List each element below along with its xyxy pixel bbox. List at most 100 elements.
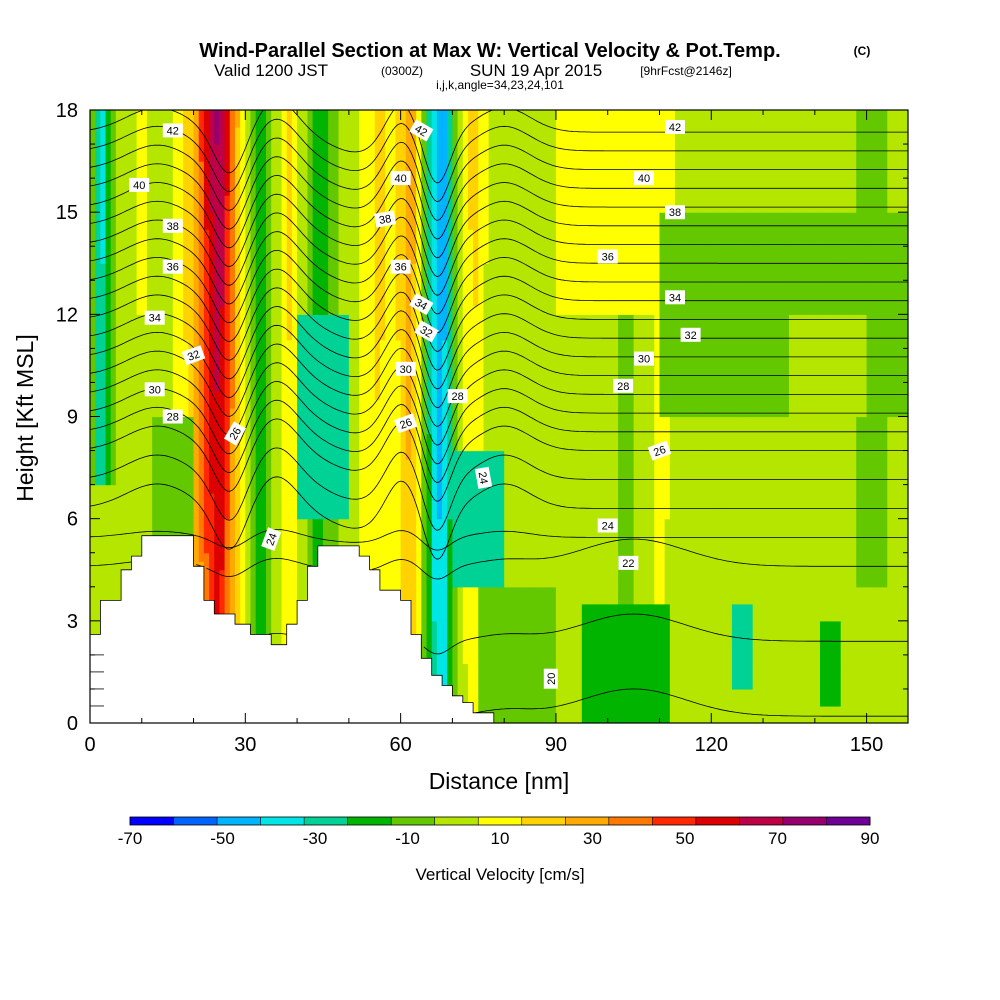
velocity-cell	[276, 331, 283, 341]
velocity-cell	[178, 169, 184, 179]
velocity-cell	[255, 390, 262, 401]
velocity-cell	[95, 493, 101, 503]
velocity-cell	[229, 118, 236, 128]
velocity-cell	[307, 416, 314, 426]
velocity-cell	[333, 271, 340, 281]
velocity-cell	[364, 195, 371, 205]
velocity-cell	[359, 382, 365, 392]
velocity-cell	[307, 382, 314, 392]
velocity-cell	[90, 595, 96, 605]
velocity-cell	[255, 127, 262, 137]
velocity-cell	[421, 110, 428, 120]
velocity-cell	[167, 433, 174, 443]
velocity-cell	[162, 450, 169, 460]
velocity-cell	[281, 637, 288, 647]
velocity-cell	[374, 527, 381, 537]
velocity-cell	[333, 459, 340, 469]
velocity-cell	[167, 390, 174, 401]
velocity-cell	[203, 586, 210, 596]
velocity-cell	[250, 382, 257, 392]
velocity-cell	[431, 356, 438, 367]
velocity-cell	[115, 280, 122, 290]
velocity-cell	[95, 178, 101, 188]
velocity-cell	[90, 373, 96, 384]
velocity-cell	[395, 127, 402, 137]
velocity-cell	[255, 433, 262, 443]
velocity-cell	[136, 510, 143, 520]
velocity-cell	[271, 280, 277, 290]
velocity-cell	[307, 161, 314, 171]
velocity-cell	[193, 484, 200, 494]
velocity-cell	[431, 527, 438, 537]
velocity-cell	[436, 569, 443, 579]
velocity-cell	[203, 459, 210, 469]
velocity-cell	[193, 220, 200, 230]
velocity-cell	[421, 442, 428, 452]
velocity-cell	[416, 314, 422, 324]
velocity-cell	[152, 169, 158, 179]
velocity-cell	[178, 110, 184, 120]
velocity-cell	[209, 152, 215, 162]
velocity-cell	[369, 399, 376, 409]
velocity-cell	[348, 195, 355, 205]
velocity-cell	[146, 373, 153, 384]
velocity-cell	[250, 212, 257, 222]
velocity-cell	[317, 229, 324, 239]
velocity-cell	[436, 629, 443, 639]
velocity-cell	[364, 229, 371, 239]
velocity-cell	[395, 527, 402, 537]
velocity-cell	[178, 331, 184, 341]
velocity-cell	[260, 229, 267, 239]
velocity-cell	[90, 152, 96, 162]
velocity-cell	[286, 237, 293, 247]
velocity-cell	[447, 535, 454, 545]
velocity-cell	[405, 518, 412, 528]
velocity-cell	[302, 425, 309, 435]
velocity-cell	[281, 314, 288, 324]
velocity-cell	[395, 322, 402, 332]
velocity-cell	[146, 288, 153, 298]
velocity-cell	[266, 212, 272, 222]
velocity-cell	[136, 135, 143, 145]
velocity-cell	[354, 373, 360, 384]
velocity-cell	[146, 493, 153, 503]
velocity-cell	[203, 365, 210, 375]
velocity-cell	[157, 186, 164, 196]
velocity-cell	[131, 195, 138, 205]
velocity-cell	[374, 246, 381, 256]
velocity-cell	[348, 339, 355, 349]
velocity-cell	[110, 535, 117, 545]
velocity-cell	[188, 271, 195, 281]
velocity-cell	[126, 493, 133, 503]
velocity-cell	[141, 493, 148, 503]
velocity-cell	[229, 501, 236, 511]
velocity-cell	[343, 348, 350, 358]
velocity-cell	[240, 399, 246, 409]
velocity-cell	[348, 144, 355, 154]
velocity-cell	[359, 544, 365, 554]
velocity-cell	[343, 510, 350, 520]
velocity-cell	[105, 220, 112, 230]
velocity-cell	[333, 484, 340, 494]
velocity-cell	[354, 407, 360, 418]
velocity-cell	[136, 493, 143, 503]
velocity-cell	[385, 535, 391, 545]
velocity-cell	[141, 373, 148, 384]
velocity-cell	[271, 586, 277, 596]
velocity-cell	[219, 586, 226, 596]
velocity-cell	[203, 195, 210, 205]
velocity-cell	[426, 510, 433, 520]
velocity-cell	[250, 578, 257, 588]
velocity-cell	[188, 169, 195, 179]
velocity-cell	[410, 586, 417, 596]
velocity-cell	[348, 450, 355, 460]
velocity-cell	[188, 459, 195, 469]
velocity-cell	[193, 442, 200, 452]
velocity-cell	[276, 229, 283, 239]
velocity-cell	[286, 305, 293, 315]
velocity-cell	[317, 280, 324, 290]
velocity-cell	[410, 578, 417, 588]
velocity-cell	[224, 152, 231, 162]
velocity-cell	[255, 271, 262, 281]
velocity-cell	[90, 280, 96, 290]
